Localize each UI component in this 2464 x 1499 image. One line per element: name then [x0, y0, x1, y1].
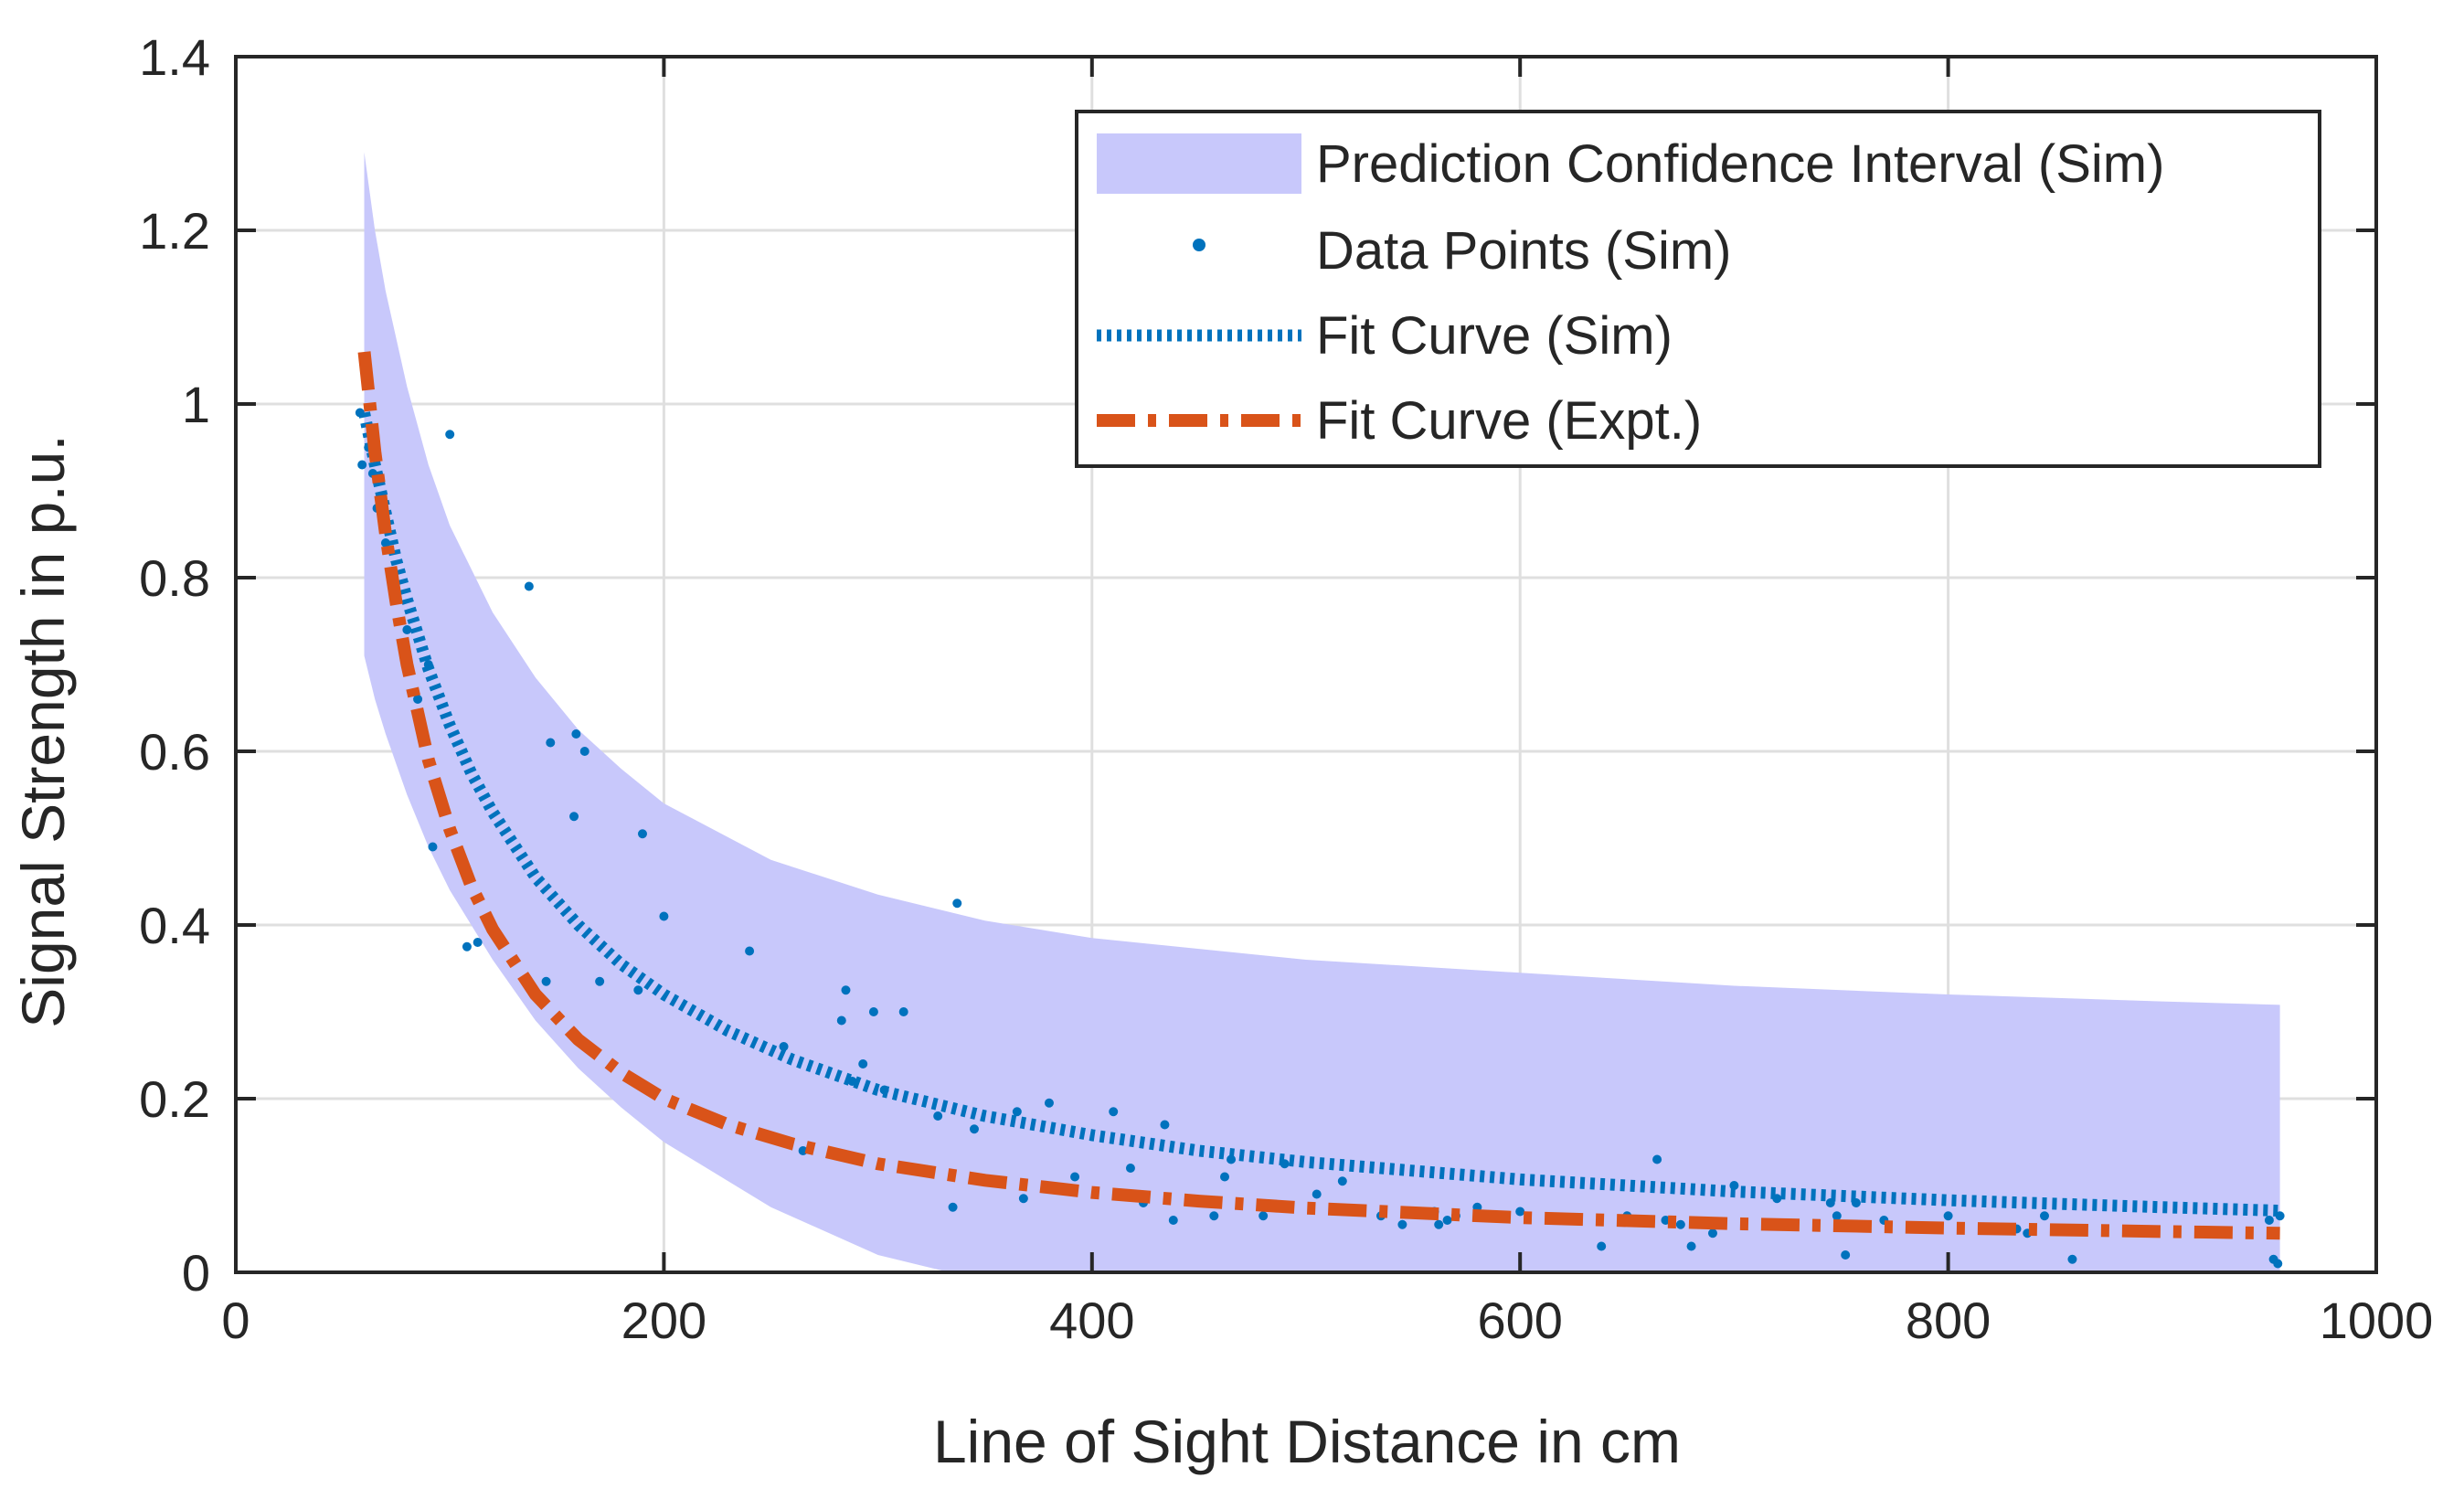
x-tick-label: 400 [1049, 1292, 1134, 1349]
data-point [1943, 1211, 1953, 1221]
data-point [1168, 1216, 1178, 1225]
data-point [1259, 1211, 1269, 1221]
data-point [1652, 1154, 1662, 1164]
data-point [933, 1111, 943, 1121]
data-point [858, 1059, 868, 1068]
legend-label: Fit Curve (Expt.) [1316, 391, 1702, 451]
data-point [571, 729, 581, 739]
data-point [445, 430, 455, 440]
data-point [595, 976, 605, 986]
y-tick-label: 0.4 [139, 897, 210, 954]
data-point [1209, 1211, 1219, 1221]
data-point [1707, 1228, 1717, 1239]
y-axis-label: Signal Strength in p.u. [9, 434, 77, 1027]
data-point [1841, 1250, 1851, 1260]
data-point [637, 829, 647, 839]
data-point [579, 747, 589, 756]
data-point [1125, 1164, 1135, 1173]
data-point [1220, 1172, 1230, 1182]
data-point [868, 1007, 878, 1016]
legend-swatch-band [1097, 133, 1301, 194]
data-point [1597, 1241, 1607, 1251]
data-point [1515, 1207, 1525, 1217]
data-point [1675, 1219, 1685, 1229]
fit-curve-expt [357, 351, 2280, 1240]
data-point [357, 460, 367, 470]
y-tick-label: 1 [182, 376, 210, 433]
y-tick-label: 1.2 [139, 202, 210, 260]
data-point [1337, 1176, 1347, 1186]
data-point [1109, 1107, 1119, 1117]
data-point [541, 976, 551, 986]
legend-label: Fit Curve (Sim) [1316, 306, 1673, 366]
data-point [1434, 1219, 1444, 1229]
y-tick-label: 1.4 [139, 28, 210, 86]
data-point [413, 695, 423, 704]
y-tick-label: 0.8 [139, 549, 210, 607]
y-tick-label: 0 [182, 1244, 210, 1302]
data-point [1442, 1216, 1452, 1225]
y-tick-label: 0.2 [139, 1070, 210, 1128]
data-point [569, 812, 579, 822]
data-point [1686, 1241, 1696, 1251]
x-tick-label: 600 [1477, 1292, 1562, 1349]
data-point [1832, 1211, 1842, 1221]
data-point [402, 625, 412, 634]
legend-swatch-points [1193, 239, 1205, 251]
data-point [836, 1015, 846, 1026]
data-point [2264, 1216, 2274, 1225]
legend-label: Data Points (Sim) [1316, 221, 1731, 281]
data-point [2273, 1259, 2283, 1269]
fit-curve-sim [358, 411, 2280, 1217]
data-point [524, 581, 534, 591]
data-point [1312, 1189, 1322, 1199]
data-point [969, 1124, 979, 1134]
x-axis-label: Line of Sight Distance in cm [933, 1408, 1681, 1475]
legend-label: Prediction Confidence Interval (Sim) [1316, 134, 2164, 194]
plot-area [355, 152, 2285, 1272]
x-tick-label: 800 [1906, 1292, 1991, 1349]
data-point [659, 911, 669, 921]
data-point [633, 985, 643, 995]
data-point [841, 985, 851, 995]
x-tick-label: 200 [621, 1292, 706, 1349]
data-point [898, 1007, 908, 1016]
data-point [473, 938, 483, 947]
x-tick-label: 0 [221, 1292, 250, 1349]
data-point [462, 941, 472, 951]
data-point [1012, 1107, 1022, 1117]
data-point [2067, 1254, 2077, 1264]
data-point [2039, 1211, 2049, 1221]
axes-frame [234, 55, 2378, 1274]
data-point [779, 1042, 789, 1051]
axes: 0 200 400 600 800 1000 0 0.2 0.4 0.6 0.8 1 1.2 1.4 [139, 28, 2433, 1349]
data-point [1070, 1172, 1080, 1182]
data-point [745, 946, 755, 956]
legend: Prediction Confidence Interval (Sim) Data… [1075, 110, 2321, 468]
data-point [952, 898, 962, 909]
data-point [1160, 1120, 1170, 1130]
data-point [428, 842, 438, 852]
x-tick-label: 1000 [2320, 1292, 2434, 1349]
data-point [1018, 1194, 1028, 1204]
y-tick-label: 0.6 [139, 723, 210, 781]
data-point [1661, 1216, 1671, 1225]
data-point [1397, 1219, 1407, 1229]
data-point [1044, 1098, 1054, 1108]
data-point [546, 738, 556, 748]
data-point [948, 1202, 958, 1212]
